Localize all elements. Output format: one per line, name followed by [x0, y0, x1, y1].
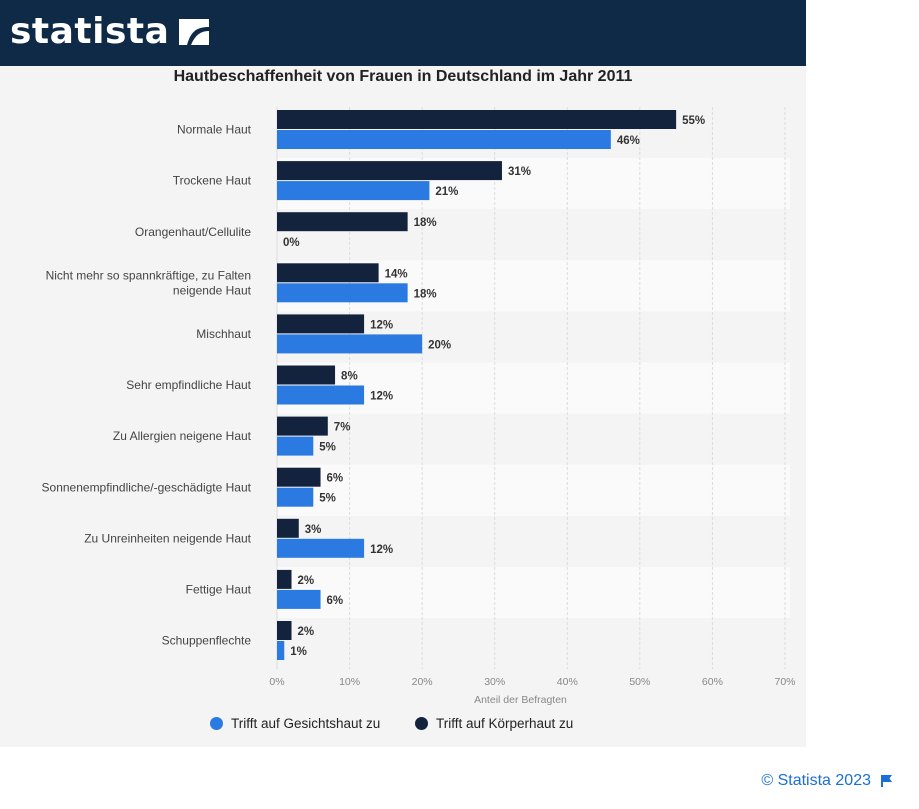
footer-copyright[interactable]: © Statista 2023 [761, 772, 893, 790]
x-tick-label: 60% [702, 676, 723, 688]
bar-face [277, 641, 285, 660]
data-label: 21% [435, 186, 458, 198]
legend-label-face: Trifft auf Gesichtshaut zu [231, 716, 381, 731]
category-label: Fettige Haut [186, 582, 252, 596]
category-label: Zu Unreinheiten neigende Haut [84, 531, 251, 545]
category-label: Trockene Haut [173, 174, 252, 188]
legend-item-face[interactable]: Trifft auf Gesichtshaut zu [210, 716, 380, 731]
data-label: 31% [508, 166, 531, 178]
bar-face [277, 385, 365, 405]
bar-body [277, 110, 677, 129]
chart-title: Hautbeschaffenheit von Frauen in Deutsch… [173, 68, 633, 85]
bar-face [277, 487, 314, 507]
category-label: Sonnenempfindliche/-geschädigte Haut [42, 480, 252, 494]
category-label: Nicht mehr so spannkräftige, zu Falten [46, 268, 251, 282]
bar-body [277, 161, 502, 181]
bar-body [277, 621, 292, 640]
flag-icon [881, 775, 892, 787]
legend-item-body[interactable]: Trifft auf Körperhaut zu [415, 716, 573, 731]
x-tick-label: 0% [269, 676, 284, 688]
legend-label-body: Trifft auf Körperhaut zu [436, 716, 574, 731]
data-label: 55% [682, 115, 705, 127]
bar-body [277, 569, 292, 589]
statista-logo[interactable]: statista [10, 10, 211, 54]
bar-body [277, 314, 365, 334]
data-label: 2% [298, 575, 315, 587]
x-tick-label: 30% [484, 676, 505, 688]
row-band [277, 464, 790, 516]
bar-body [277, 467, 321, 487]
x-tick-label: 20% [412, 676, 433, 688]
x-tick-label: 70% [774, 676, 795, 688]
data-label: 12% [370, 391, 393, 403]
data-label: 0% [283, 237, 300, 249]
category-label: Mischhaut [196, 327, 251, 341]
data-label: 12% [370, 544, 393, 556]
logo-text: statista [10, 11, 170, 52]
data-label: 14% [385, 268, 408, 280]
category-label: Zu Allergien neigene Haut [113, 429, 252, 443]
data-label: 7% [334, 422, 351, 434]
data-label: 6% [327, 473, 344, 485]
bar-face [277, 334, 423, 354]
x-tick-label: 10% [339, 676, 360, 688]
bar-body [277, 263, 379, 283]
row-band [277, 566, 790, 618]
x-tick-label: 50% [629, 676, 650, 688]
data-label: 3% [305, 524, 322, 536]
bar-body [277, 518, 299, 538]
data-label: 5% [319, 493, 336, 505]
data-label: 2% [298, 626, 315, 638]
category-label: Normale Haut [177, 123, 252, 137]
data-label: 1% [290, 646, 307, 658]
data-label: 12% [370, 319, 393, 331]
bar-face [277, 181, 430, 201]
data-label: 18% [414, 217, 437, 229]
bar-face [277, 130, 611, 149]
copyright-text: © Statista 2023 [761, 772, 871, 789]
legend-dot-body-icon [415, 717, 428, 730]
category-label: Orangenhaut/Cellulite [135, 225, 251, 239]
data-label: 6% [327, 595, 344, 607]
bar-face [277, 283, 408, 303]
data-label: 20% [428, 339, 451, 351]
bar-face [277, 538, 365, 558]
category-label: Schuppenflechte [162, 634, 252, 648]
bar-face [277, 436, 314, 456]
category-label: Sehr empfindliche Haut [126, 378, 251, 392]
legend-dot-face-icon [210, 717, 223, 730]
data-label: 46% [617, 135, 640, 147]
data-label: 5% [319, 442, 336, 454]
data-label: 8% [341, 371, 358, 383]
bar-body [277, 365, 336, 385]
bar-body [277, 212, 408, 232]
bar-body [277, 416, 328, 436]
x-tick-label: 40% [557, 676, 578, 688]
data-label: 18% [414, 288, 437, 300]
x-axis-label: Anteil der Befragten [474, 694, 567, 706]
statista-logo-icon [179, 19, 210, 45]
bar-face [277, 589, 321, 609]
category-label: neigende Haut [173, 283, 252, 297]
header-bar: statista [0, 0, 806, 66]
